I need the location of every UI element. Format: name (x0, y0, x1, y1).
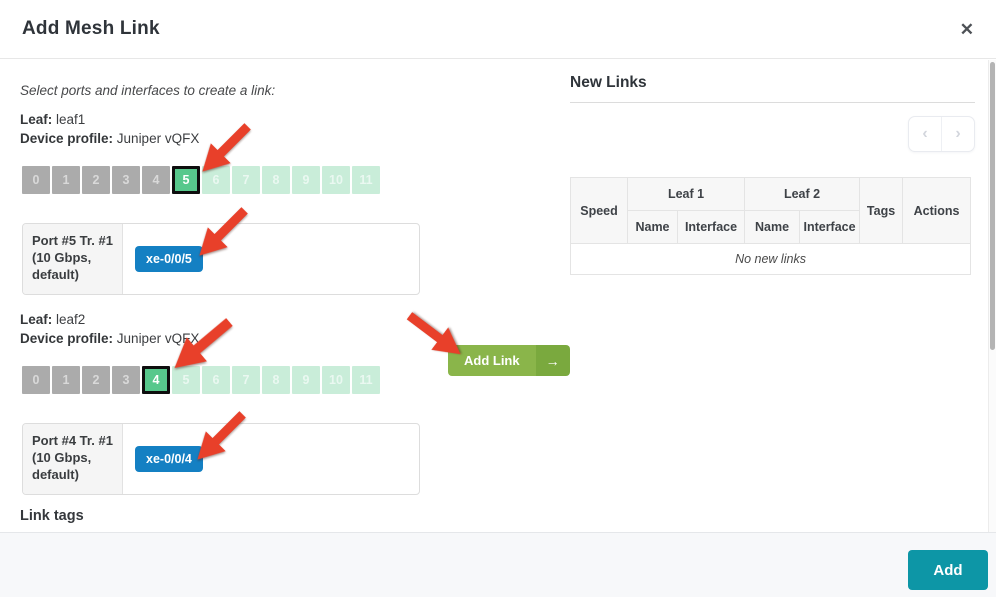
empty-table-message: No new links (569, 243, 972, 275)
port-button-9[interactable]: 9 (292, 166, 320, 194)
port-button-1: 1 (52, 166, 80, 194)
port-button-8[interactable]: 8 (262, 166, 290, 194)
leaf2-info: Leaf: leaf2 Device profile: Juniper vQFX (20, 311, 550, 348)
port-button-9[interactable]: 9 (292, 366, 320, 394)
link-tags-heading: Link tags (20, 508, 84, 524)
leaf1-port-strip: 0 1 2 3 4 5 6 7 8 9 10 11 (22, 166, 550, 194)
new-links-table: Speed Leaf 1 Leaf 2 Tags Actions Name In… (569, 177, 972, 275)
col-leaf1-name: Name (627, 210, 678, 244)
port-button-1: 1 (52, 366, 80, 394)
port-button-3: 3 (112, 366, 140, 394)
col-speed: Speed (570, 177, 628, 244)
port-button-4[interactable]: 4 (142, 366, 170, 394)
port-button-0: 0 (22, 366, 50, 394)
col-leaf2: Leaf 2 (744, 177, 861, 211)
port-button-4: 4 (142, 166, 170, 194)
port-selection-panel: Select ports and interfaces to create a … (20, 59, 550, 524)
device-profile-label: Device profile: (20, 130, 114, 146)
port-button-10[interactable]: 10 (322, 166, 350, 194)
leaf2-port-strip: 0 1 2 3 4 5 6 7 8 9 10 11 (22, 366, 550, 394)
scrollbar-thumb[interactable] (990, 62, 995, 350)
leaf2-port-box: Port #4 Tr. #1 (10 Gbps, default) xe-0/0… (22, 423, 420, 495)
col-leaf2-interface: Interface (799, 210, 861, 244)
leaf-name: leaf1 (56, 112, 86, 127)
port-button-10[interactable]: 10 (322, 366, 350, 394)
device-profile-value: Juniper vQFX (116, 130, 200, 146)
leaf-label: Leaf: (20, 312, 53, 327)
device-profile-label: Device profile: (20, 330, 114, 346)
pagination: ‹ › (908, 116, 975, 152)
port-button-11[interactable]: 11 (352, 366, 380, 394)
next-page-icon[interactable]: › (941, 117, 974, 151)
prev-page-icon[interactable]: ‹ (909, 117, 941, 151)
port-button-8[interactable]: 8 (262, 366, 290, 394)
port-button-11[interactable]: 11 (352, 166, 380, 194)
port-button-6[interactable]: 6 (202, 366, 230, 394)
leaf1-port-box: Port #5 Tr. #1 (10 Gbps, default) xe-0/0… (22, 223, 420, 295)
port-button-2: 2 (82, 166, 110, 194)
add-button[interactable]: Add (908, 550, 988, 590)
arrow-right-icon: → (535, 345, 570, 376)
port-box-interfaces: xe-0/0/4 (123, 424, 419, 494)
port-button-6[interactable]: 6 (202, 166, 230, 194)
col-tags: Tags (859, 177, 904, 244)
leaf-name: leaf2 (56, 312, 86, 327)
port-button-0: 0 (22, 166, 50, 194)
add-link-button[interactable]: Add Link → (448, 345, 570, 376)
dialog-header: Add Mesh Link ✕ (0, 0, 996, 59)
port-button-7[interactable]: 7 (232, 366, 260, 394)
leaf-label: Leaf: (20, 112, 53, 127)
port-box-title: Port #4 Tr. #1 (10 Gbps, default) (23, 424, 123, 494)
device-profile-value: Juniper vQFX (116, 330, 200, 346)
col-leaf1-interface: Interface (676, 210, 746, 244)
port-button-2: 2 (82, 366, 110, 394)
new-links-panel: New Links ‹ › Speed Leaf 1 Leaf 2 Tags A… (569, 59, 975, 275)
dialog-footer: Add (0, 532, 996, 597)
leaf1-info: Leaf: leaf1 Device profile: Juniper vQFX (20, 111, 550, 148)
col-leaf2-name: Name (744, 210, 801, 244)
port-button-5[interactable]: 5 (172, 166, 200, 194)
interface-badge[interactable]: xe-0/0/4 (135, 446, 203, 472)
port-button-7[interactable]: 7 (232, 166, 260, 194)
dialog-title: Add Mesh Link (22, 18, 160, 39)
scrollbar-track (988, 60, 996, 532)
col-actions: Actions (902, 177, 972, 244)
col-leaf1: Leaf 1 (626, 177, 746, 211)
add-link-label: Add Link (448, 345, 536, 376)
port-button-5[interactable]: 5 (172, 366, 200, 394)
new-links-title: New Links (570, 74, 975, 103)
port-box-interfaces: xe-0/0/5 (123, 224, 419, 294)
port-box-title: Port #5 Tr. #1 (10 Gbps, default) (23, 224, 123, 294)
select-ports-hint: Select ports and interfaces to create a … (20, 83, 276, 98)
interface-badge[interactable]: xe-0/0/5 (135, 246, 203, 272)
close-icon[interactable]: ✕ (959, 19, 974, 39)
port-button-3: 3 (112, 166, 140, 194)
